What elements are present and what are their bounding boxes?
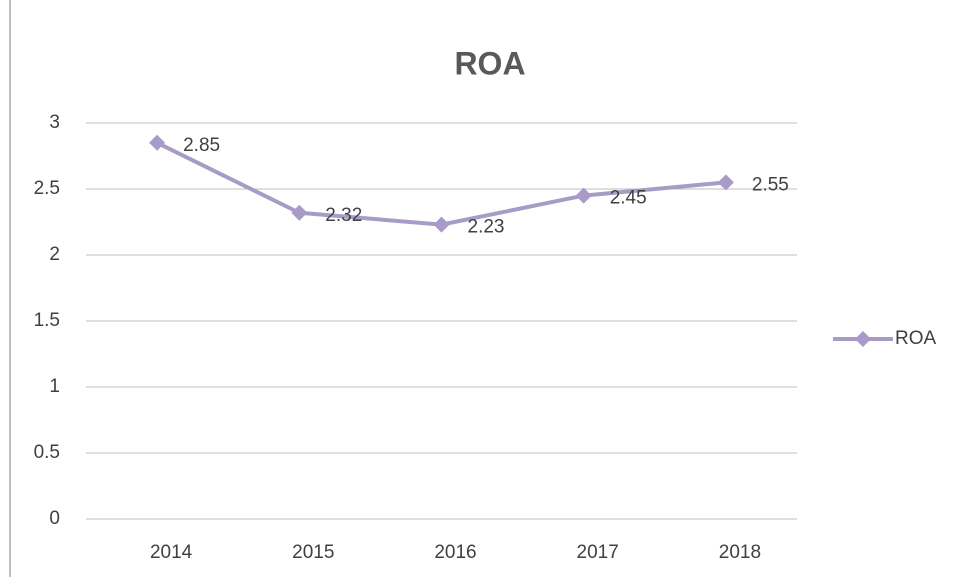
series-line (156, 141, 727, 227)
y-tick-label: 2 (49, 244, 60, 265)
legend-label: ROA (895, 328, 937, 349)
data-label: 2.32 (325, 205, 362, 226)
x-tick-label: 2015 (292, 542, 334, 563)
y-tick-label: 3 (49, 112, 60, 133)
data-label: 2.85 (183, 135, 220, 156)
data-label: 2.45 (610, 188, 647, 209)
y-tick-label: 0 (49, 508, 60, 529)
x-tick-label: 2017 (577, 542, 619, 563)
legend-marker (855, 331, 871, 347)
x-tick-label: 2014 (150, 542, 193, 563)
y-tick-label: 1 (49, 376, 60, 397)
x-tick-label: 2018 (719, 542, 761, 563)
marker (149, 134, 166, 151)
y-tick-label: 1.5 (34, 310, 60, 331)
y-tick-label: 0.5 (34, 442, 60, 463)
data-label: 2.23 (468, 217, 505, 238)
marker (575, 187, 592, 204)
x-tick-label: 2016 (434, 542, 476, 563)
marker (433, 216, 450, 233)
y-tick-label: 2.5 (34, 178, 60, 199)
data-label: 2.55 (752, 174, 789, 195)
chart-title: ROA (454, 45, 525, 81)
marker (717, 174, 734, 191)
chart-frame (9, 0, 11, 577)
marker (291, 204, 308, 221)
